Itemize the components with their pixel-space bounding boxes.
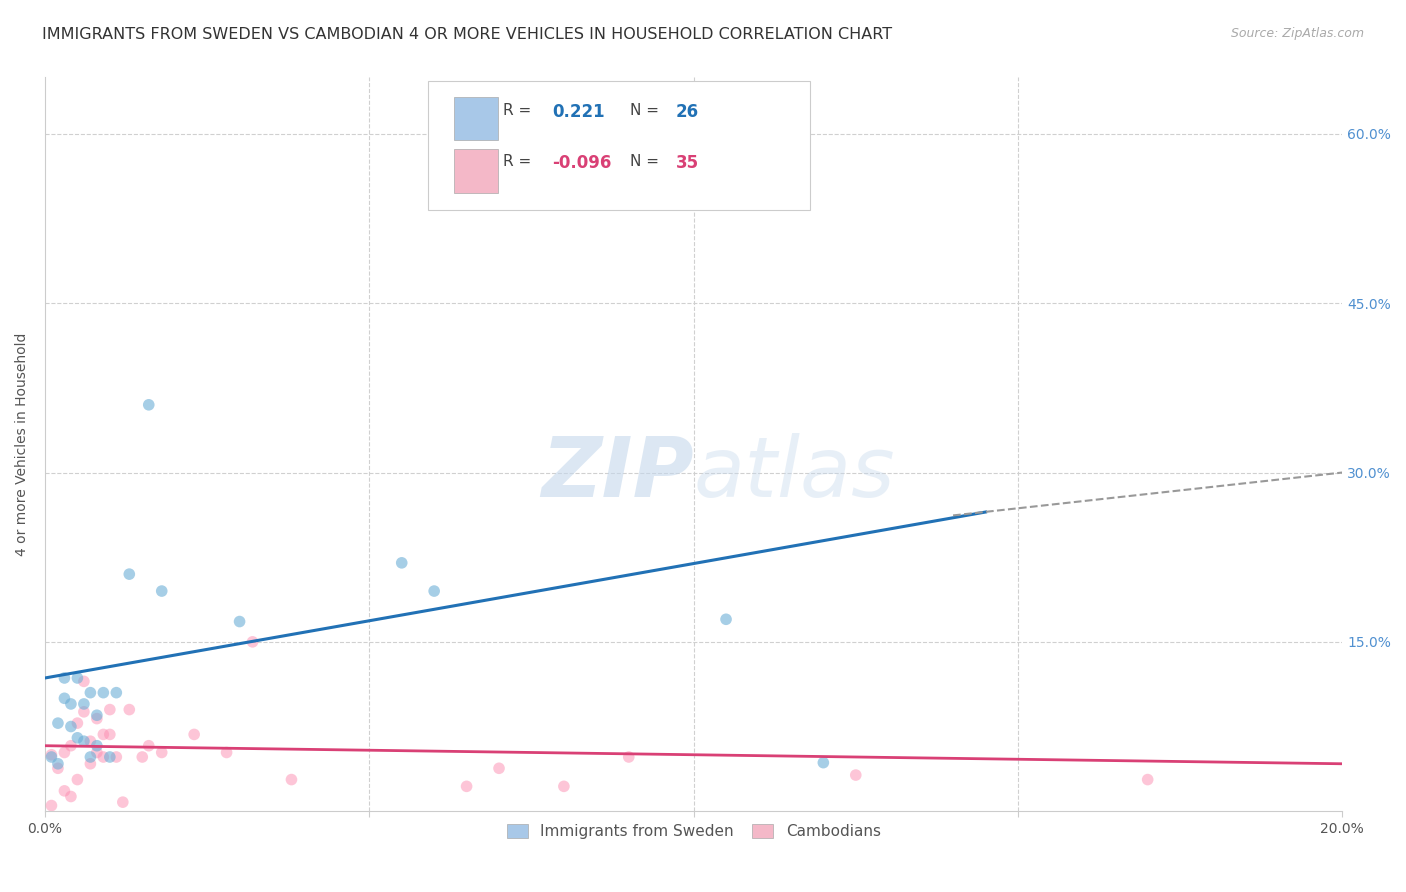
Point (423, 584, 446, 599)
Text: Source: ZipAtlas.com: Source: ZipAtlas.com (1230, 27, 1364, 40)
Point (813, 756, 835, 770)
Point (66, 731, 89, 745)
Point (714, 612, 737, 626)
Y-axis label: 4 or more Vehicles in Household: 4 or more Vehicles in Household (15, 333, 30, 556)
Point (46, 761, 69, 775)
Point (79, 734, 101, 748)
Text: ZIP: ZIP (541, 434, 693, 514)
Point (79, 756, 101, 771)
Text: 35: 35 (675, 154, 699, 172)
Point (86, 746, 108, 760)
Point (1136, 772, 1159, 787)
Text: N =: N = (630, 103, 659, 118)
Text: 26: 26 (675, 103, 699, 121)
Text: R =: R = (503, 154, 531, 169)
Point (59, 719, 82, 733)
Point (150, 746, 173, 760)
Point (86, 712, 108, 726)
Point (73, 674, 96, 689)
Point (79, 686, 101, 700)
Point (228, 615, 250, 629)
Text: N =: N = (630, 154, 659, 169)
Text: R =: R = (503, 103, 531, 118)
FancyBboxPatch shape (454, 96, 498, 140)
Point (93, 727, 115, 741)
Point (53, 746, 76, 760)
Point (118, 567, 141, 582)
Point (41, 750, 63, 764)
Point (93, 750, 115, 764)
Point (138, 739, 160, 753)
Point (53, 784, 76, 798)
Point (98, 750, 121, 764)
Point (73, 734, 96, 748)
Point (488, 761, 510, 775)
Point (280, 772, 302, 787)
Point (53, 691, 76, 706)
Point (105, 750, 128, 764)
Point (41, 747, 63, 762)
Point (391, 556, 413, 570)
Point (66, 772, 89, 787)
Legend: Immigrants from Sweden, Cambodians: Immigrants from Sweden, Cambodians (502, 819, 886, 844)
Point (41, 798, 63, 813)
Point (93, 686, 115, 700)
FancyBboxPatch shape (427, 81, 810, 210)
Text: IMMIGRANTS FROM SWEDEN VS CAMBODIAN 4 OR MORE VEHICLES IN HOUSEHOLD CORRELATION : IMMIGRANTS FROM SWEDEN VS CAMBODIAN 4 OR… (42, 27, 893, 42)
Point (59, 739, 82, 753)
Point (86, 708, 108, 723)
Point (118, 703, 141, 717)
Point (79, 750, 101, 764)
Point (53, 671, 76, 685)
Point (105, 686, 128, 700)
Point (73, 705, 96, 719)
FancyBboxPatch shape (454, 149, 498, 193)
Point (242, 635, 264, 649)
Text: -0.096: -0.096 (553, 154, 612, 172)
Point (617, 750, 640, 764)
Point (86, 739, 108, 753)
Point (456, 780, 478, 794)
Point (845, 768, 868, 782)
Point (46, 716, 69, 731)
Point (111, 795, 134, 809)
Point (59, 697, 82, 711)
Point (131, 750, 153, 764)
Point (215, 746, 238, 760)
Point (73, 697, 96, 711)
Point (183, 727, 205, 741)
Point (138, 398, 160, 412)
Point (553, 780, 575, 794)
Point (150, 584, 173, 599)
Text: atlas: atlas (693, 434, 896, 514)
Text: 0.221: 0.221 (553, 103, 605, 121)
Point (46, 756, 69, 771)
Point (59, 789, 82, 804)
Point (66, 671, 89, 685)
Point (98, 727, 121, 741)
Point (98, 703, 121, 717)
Point (66, 716, 89, 731)
